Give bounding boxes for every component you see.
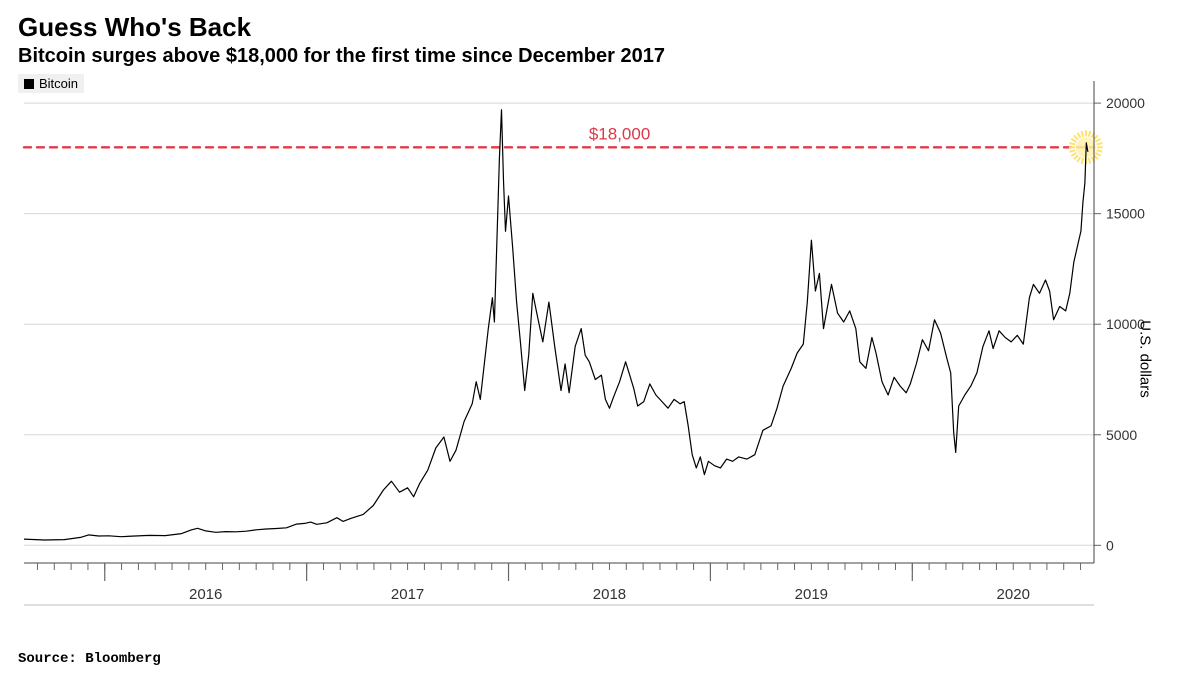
svg-text:2020: 2020 (997, 586, 1030, 603)
svg-text:2017: 2017 (391, 586, 424, 603)
y-axis-label: U.S. dollars (1137, 320, 1154, 398)
chart-subtitle: Bitcoin surges above $18,000 for the fir… (18, 45, 1182, 68)
svg-text:2018: 2018 (593, 586, 626, 603)
line-chart-svg: 05000100001500020000$18,0002016201720182… (18, 71, 1168, 611)
chart-title: Guess Who's Back (18, 12, 1182, 43)
source-line: Source: Bloomberg (18, 651, 1182, 667)
svg-text:2019: 2019 (795, 586, 828, 603)
svg-text:2016: 2016 (189, 586, 222, 603)
svg-text:20000: 20000 (1106, 95, 1145, 111)
svg-text:0: 0 (1106, 537, 1114, 553)
chart-area: 05000100001500020000$18,0002016201720182… (18, 71, 1182, 647)
svg-text:5000: 5000 (1106, 427, 1137, 443)
svg-text:15000: 15000 (1106, 206, 1145, 222)
svg-text:$18,000: $18,000 (589, 124, 650, 143)
